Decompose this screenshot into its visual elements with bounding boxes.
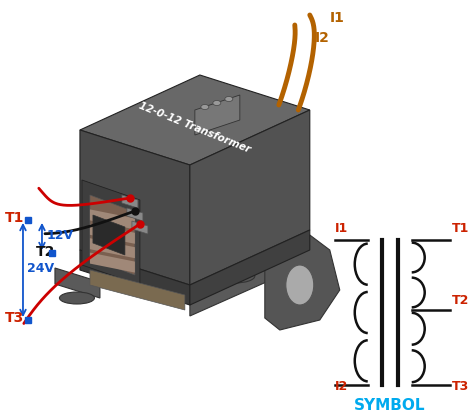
Polygon shape — [90, 238, 135, 258]
Ellipse shape — [215, 269, 255, 283]
Polygon shape — [122, 195, 138, 208]
Polygon shape — [195, 95, 240, 135]
Text: I2: I2 — [335, 380, 348, 393]
Polygon shape — [127, 208, 143, 221]
Polygon shape — [55, 268, 100, 298]
Text: 24V: 24V — [27, 262, 54, 275]
Polygon shape — [132, 221, 148, 234]
Ellipse shape — [201, 105, 209, 110]
Polygon shape — [80, 75, 310, 165]
Text: T2: T2 — [452, 294, 469, 307]
Polygon shape — [265, 235, 340, 330]
Polygon shape — [190, 230, 310, 305]
Ellipse shape — [59, 292, 94, 304]
Text: T1: T1 — [5, 211, 24, 225]
Ellipse shape — [225, 97, 233, 102]
Polygon shape — [93, 215, 125, 255]
Polygon shape — [82, 180, 140, 285]
Text: I1: I1 — [330, 11, 345, 25]
Text: I1: I1 — [335, 222, 348, 235]
Text: T2: T2 — [36, 245, 55, 259]
Polygon shape — [90, 224, 135, 244]
Text: SYMBOL: SYMBOL — [354, 398, 426, 413]
Polygon shape — [80, 130, 190, 285]
Text: I2: I2 — [315, 31, 329, 45]
Polygon shape — [90, 210, 135, 229]
Polygon shape — [190, 260, 280, 316]
Polygon shape — [190, 110, 310, 285]
Text: T3: T3 — [452, 380, 469, 393]
Ellipse shape — [286, 265, 314, 305]
Polygon shape — [90, 195, 135, 275]
Polygon shape — [90, 270, 185, 310]
Text: 12V: 12V — [47, 229, 74, 242]
Text: T3: T3 — [5, 311, 24, 325]
Text: T1: T1 — [452, 222, 469, 235]
Ellipse shape — [213, 100, 221, 105]
Polygon shape — [80, 250, 190, 305]
Polygon shape — [90, 253, 135, 273]
Text: 12-0-12 Transformer: 12-0-12 Transformer — [137, 101, 252, 155]
